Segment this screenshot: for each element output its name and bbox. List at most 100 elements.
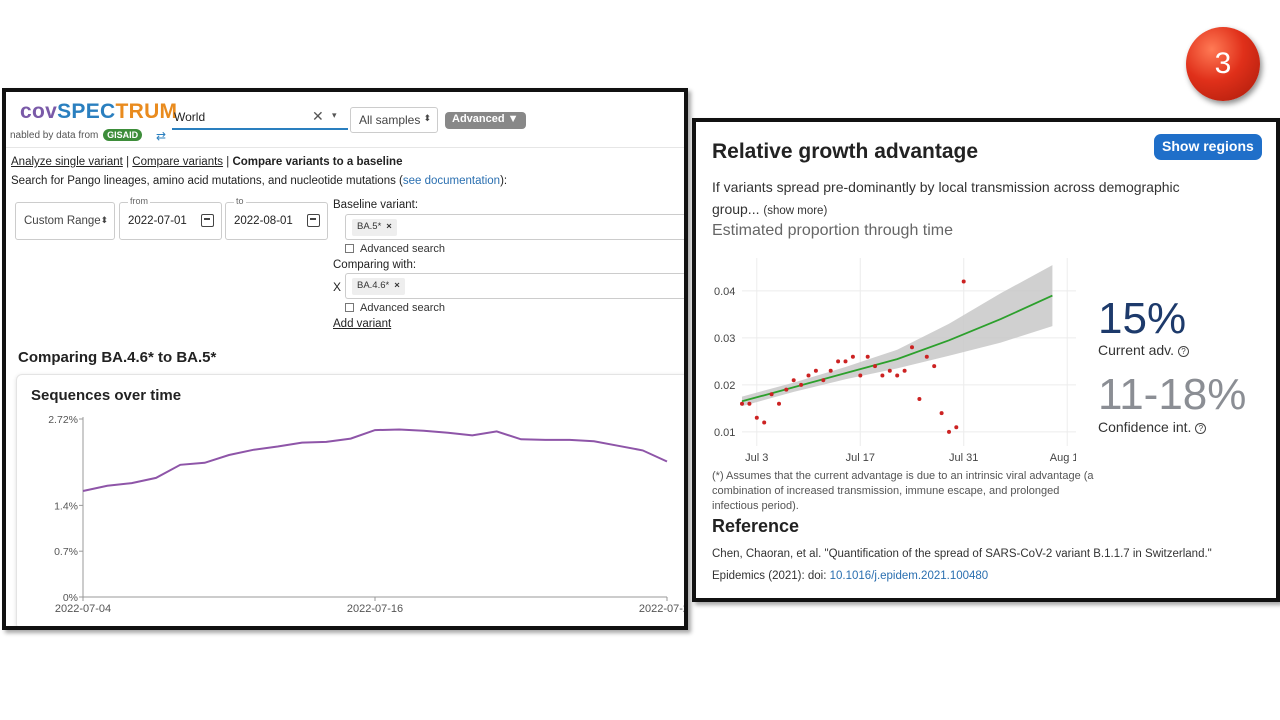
x-tick-label: 2022-07-28 [639, 603, 688, 615]
enabled-by-label: nabled by data from [10, 130, 99, 141]
data-point [769, 392, 774, 397]
search-description-end: ): [500, 175, 508, 187]
samples-select[interactable]: All samples ⬍ [350, 107, 438, 133]
advanced-search-label: Advanced search [360, 302, 445, 314]
data-point [917, 397, 922, 401]
data-point [954, 425, 959, 430]
search-description: Search for Pango lineages, amino acid mu… [11, 175, 507, 187]
y-tick-label: 0.03 [714, 333, 735, 345]
confidence-interval-label: Confidence int.? [1098, 419, 1207, 435]
reference-citation: Chen, Chaoran, et al. "Quantification of… [712, 548, 1212, 560]
y-tick-label: 0.01 [714, 427, 735, 439]
y-tick-label: 0% [63, 592, 78, 604]
confidence-interval-text: Confidence int. [1098, 419, 1192, 435]
see-documentation-link[interactable]: see documentation [402, 175, 501, 187]
show-more-link[interactable]: (show more) [763, 205, 828, 217]
add-variant-link[interactable]: Add variant [333, 318, 392, 330]
link-separator: | [226, 156, 230, 168]
compare-variants-link[interactable]: Compare variants [132, 156, 224, 168]
series-line [82, 428, 668, 492]
advanced-search-label: Advanced search [360, 243, 445, 255]
data-point [806, 373, 811, 378]
variant-chip: BA.5* × [352, 219, 397, 236]
covspectrum-logo[interactable]: covSPECTRUM [20, 100, 177, 124]
calendar-icon[interactable] [201, 214, 214, 227]
from-date-value: 2022-07-01 [128, 215, 187, 227]
data-point [961, 279, 966, 284]
swap-icon[interactable]: ⇄ [156, 129, 167, 143]
current-advantage-text: Current adv. [1098, 342, 1174, 358]
data-point [791, 378, 796, 383]
data-point [843, 359, 848, 364]
clear-location-icon[interactable]: ✕ [312, 108, 324, 124]
remove-comparison-icon[interactable]: X [333, 280, 342, 294]
advanced-search-checkbox[interactable] [345, 303, 354, 312]
data-point [880, 373, 885, 378]
data-point [754, 415, 759, 420]
data-point [947, 429, 951, 434]
logo-part-trum: TRUM [115, 100, 178, 123]
date-range-select[interactable]: Custom Range ⬍ [15, 202, 115, 240]
gisaid-logo[interactable]: GISAID [103, 129, 143, 141]
advanced-search-toggle[interactable]: Advanced search [345, 243, 445, 255]
data-point [850, 354, 855, 359]
analyze-single-variant-link[interactable]: Analyze single variant [11, 156, 123, 168]
step-number-badge: 3 [1186, 27, 1260, 101]
comparison-variant-input[interactable]: BA.4.6* × [345, 273, 684, 299]
estimated-proportion-subtitle: Estimated proportion through time [712, 222, 954, 239]
x-tick-label: Aug 14 [1050, 452, 1076, 464]
y-tick-label: 2.72% [48, 414, 78, 426]
advanced-search-toggle[interactable]: Advanced search [345, 302, 445, 314]
data-point [828, 368, 833, 373]
show-regions-button[interactable]: Show regions [1154, 134, 1262, 160]
remove-chip-icon[interactable]: × [386, 221, 392, 232]
calendar-icon[interactable] [307, 214, 320, 227]
data-point [784, 387, 789, 392]
variant-chip-label: BA.5* [357, 221, 382, 232]
data-point [939, 411, 944, 416]
select-arrows-icon: ⬍ [423, 113, 431, 123]
sequences-chart: 0% 0.7% 1.4% 2.72% 2022-07-04 2022-07-16 2022-… [48, 414, 688, 615]
x-tick-label: 2022-07-04 [55, 603, 111, 615]
to-date-field[interactable]: to 2022-08-01 [225, 196, 328, 240]
remove-chip-icon[interactable]: × [394, 280, 400, 291]
variant-chip-label: BA.4.6* [357, 280, 390, 291]
enabled-by-text: nabled by data from GISAID [10, 129, 143, 141]
y-tick-label: 0.7% [54, 546, 78, 558]
help-icon[interactable]: ? [1195, 423, 1207, 434]
advanced-filter-button[interactable]: Advanced ▼ [445, 112, 526, 129]
data-point [910, 345, 914, 350]
data-point [813, 368, 818, 373]
reference-source: Epidemics (2021): doi: 10.1016/j.epidem.… [712, 570, 988, 582]
location-input[interactable]: World [172, 108, 348, 130]
location-dropdown-icon[interactable]: ▾ [332, 110, 337, 120]
growth-advantage-panel: Relative growth advantage Show regions I… [692, 118, 1280, 602]
baseline-variant-input[interactable]: BA.5* × [345, 214, 684, 240]
compare-to-baseline-link[interactable]: Compare variants to a baseline [232, 156, 403, 168]
data-point [924, 354, 929, 359]
advanced-search-checkbox[interactable] [345, 244, 354, 253]
comparison-title: Comparing BA.4.6* to BA.5* [18, 349, 217, 366]
data-point [777, 401, 781, 406]
sequences-chart-title: Sequences over time [31, 387, 182, 404]
data-point [932, 364, 937, 369]
sequences-over-time-card: Sequences over time 0% 0.7% 1.4% 2.72% 2022-… [16, 374, 688, 626]
logo-part-cov: cov [20, 100, 58, 123]
link-separator: | [126, 156, 130, 168]
reference-doi-link[interactable]: 10.1016/j.epidem.2021.100480 [829, 570, 989, 582]
data-point [821, 378, 826, 383]
x-tick-label: Jul 17 [846, 452, 875, 464]
select-arrows-icon: ⬍ [100, 215, 108, 225]
from-date-label: from [128, 196, 150, 206]
data-point [873, 364, 877, 369]
help-icon[interactable]: ? [1178, 346, 1189, 357]
baseline-variant-label: Baseline variant: [333, 199, 419, 211]
from-date-field[interactable]: from 2022-07-01 [119, 196, 222, 240]
advanced-button-label: Advanced [452, 113, 505, 125]
data-point [836, 359, 841, 364]
comparing-with-label: Comparing with: [333, 259, 417, 271]
reference-title: Reference [712, 516, 800, 536]
logo-part-spec: SPEC [57, 100, 116, 123]
y-tick-label: 0.02 [714, 380, 735, 392]
